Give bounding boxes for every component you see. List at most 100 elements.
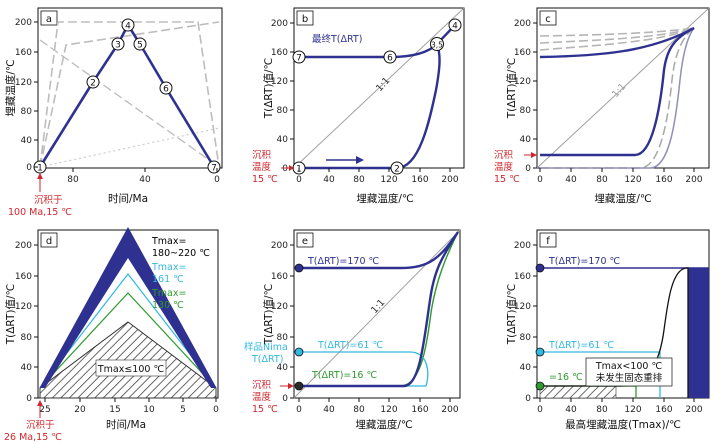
panel-c-xtick-40: 40 (565, 175, 577, 185)
panel-a-ytick-160: 160 (15, 48, 32, 58)
panel-f-ytick-200: 200 (514, 241, 531, 251)
panel-d-ytick-40: 40 (21, 363, 33, 373)
panel-f-xlabel: 最高埋藏温度(Tmax)/℃ (565, 418, 681, 431)
panel-f-xtick-200: 200 (685, 405, 702, 415)
panel-f-label-61: T(ΔRT)=61 ℃ (548, 340, 614, 351)
panel-e-xtick-0: 0 (296, 405, 302, 415)
panel-c-grey-line-1 (539, 27, 695, 51)
panel-b-cooling-line (299, 43, 438, 59)
panel-a-alt-line-1 (39, 21, 220, 168)
panel-c-main-line (540, 26, 695, 157)
panel-d-x-ticks: 25 20 15 10 5 0 (39, 398, 219, 415)
panel-f-x-ticks: 0 40 80 120 160 200 (537, 398, 703, 415)
panel-e-xlabel: 埋藏温度/℃ (355, 418, 412, 431)
panel-a-ylabel: 埋藏温度/℃ (4, 59, 17, 116)
panel-a-deposit-value: 100 Ma,15 ℃ (8, 207, 72, 218)
panel-c-xtick-80: 80 (596, 175, 608, 185)
panel-f-xtick-0: 0 (537, 405, 543, 415)
panel-b-ytick-0: 0 (282, 164, 288, 174)
panel-f-dot-170 (535, 263, 545, 273)
panel-c-y-ticks: 0 40 80 120 160 200 (514, 19, 537, 174)
panel-e-one-to-one-label: 1:1 (369, 297, 387, 316)
panel-d-xtick-0: 0 (213, 405, 219, 415)
panel-f-label-170: T(ΔRT)=170 ℃ (548, 256, 621, 267)
panel-e-xtick-40: 40 (323, 405, 335, 415)
panel-e-dot-16 (294, 381, 304, 391)
panel-f: f T(ΔRT)=170 ℃ T(ΔRT)=61 ℃ =16 ℃ Tmax<10… (505, 229, 710, 431)
panel-f-note-1: Tmax<100 ℃ (595, 361, 663, 372)
panel-a-ytick-120: 120 (15, 78, 32, 88)
panel-c-dep-2: 温度 (494, 161, 514, 173)
panel-a-alt-line-4 (39, 127, 220, 168)
panel-a-deposit-label: 沉积于 (34, 194, 63, 206)
panel-b-node-4: 4 (448, 18, 462, 32)
panel-b-dep-1: 沉积 (252, 149, 272, 161)
svg-text:4: 4 (125, 22, 131, 32)
panel-e-xtick-200: 200 (441, 405, 458, 415)
panel-b-ytick-40: 40 (277, 135, 289, 145)
panel-e-line-170 (299, 231, 460, 388)
panel-c-dep-3: 15 ℃ (494, 174, 520, 185)
panel-e-ylabel: T(ΔRT)值/℃ (262, 284, 275, 346)
panel-d-line-161 (39, 273, 217, 389)
panel-d-ytick-0: 0 (26, 394, 32, 404)
panel-b-xtick-160: 160 (411, 175, 428, 185)
panel-d-xtick-25: 25 (39, 405, 50, 415)
panel-b-dep-3: 15 ℃ (252, 174, 278, 185)
panel-c-ytick-160: 160 (514, 48, 531, 58)
panel-b-dep-2: 温度 (252, 161, 272, 173)
svg-text:5: 5 (137, 41, 143, 51)
svg-text:3: 3 (115, 41, 121, 51)
panel-e-dep-2: 温度 (252, 391, 272, 403)
panel-e-one-to-one-line (293, 229, 461, 399)
panel-c: c 1:1 0 40 80 120 160 200 0 40 80 12 (494, 7, 710, 205)
panel-d-tmax-130-a: Tmax= (151, 288, 186, 299)
panel-f-xtick-120: 120 (624, 405, 641, 415)
panel-d-ylabel: T(ΔRT)值/℃ (4, 284, 17, 346)
panel-c-x-ticks: 0 40 80 120 160 200 (537, 168, 703, 185)
panel-c-xtick-200: 200 (685, 175, 702, 185)
panel-e-xtick-160: 160 (411, 405, 428, 415)
panel-b-letter: b (302, 14, 308, 25)
panel-c-ylabel: T(ΔRT)值/℃ (505, 58, 518, 120)
panel-d-tmax-220-b: 180~220 ℃ (152, 248, 210, 259)
panel-a-xtick-80: 80 (67, 175, 79, 185)
panel-e-line-61 (299, 351, 429, 387)
panel-b-xtick-40: 40 (323, 175, 335, 185)
panel-f-xtick-80: 80 (596, 405, 608, 415)
panel-a: a 1 2 3 4 5 6 7 0 40 80 120 160 200 (4, 7, 223, 218)
svg-text:4: 4 (452, 22, 458, 32)
panel-c-dep-1: 沉积 (494, 149, 514, 161)
panel-e-x-ticks: 0 40 80 120 160 200 (296, 398, 459, 415)
panel-d-tmax-220-a: Tmax= (151, 236, 186, 247)
panel-b-x-ticks: 0 40 80 120 160 200 (296, 168, 459, 185)
panel-e-ytick-200: 200 (271, 241, 288, 251)
panel-f-ytick-120: 120 (514, 302, 531, 312)
panel-f-ylabel: T(ΔRT)值/℃ (505, 284, 518, 346)
svg-text:7: 7 (211, 164, 217, 174)
panel-a-ytick-40: 40 (21, 136, 33, 146)
panel-b-one-to-one-line (293, 7, 465, 169)
panel-b-node-7: 7 (292, 50, 306, 64)
panel-b-ylabel: T(ΔRT)值/℃ (262, 58, 275, 120)
panel-c-xtick-160: 160 (655, 175, 672, 185)
panel-d-xtick-5: 5 (180, 405, 186, 415)
svg-text:2: 2 (394, 165, 400, 175)
panel-e-xtick-120: 120 (380, 405, 397, 415)
panel-c-xlabel: 埋藏温度/℃ (594, 192, 651, 205)
panel-d-xlabel: 时间/Ma (106, 418, 146, 431)
panel-c-ytick-80: 80 (520, 106, 532, 116)
panel-b-path-line (299, 24, 456, 170)
panel-d-line-130 (39, 292, 217, 389)
panel-e-dep-1: 沉积 (252, 379, 272, 391)
panel-f-xtick-160: 160 (655, 405, 672, 415)
panel-d-ytick-200: 200 (15, 241, 32, 251)
panel-e-label-nima-b: T(ΔRT) (251, 354, 283, 365)
panel-c-grey-curve-2 (540, 27, 695, 169)
panel-f-ytick-160: 160 (514, 272, 531, 282)
panel-b-ytick-80: 80 (277, 106, 289, 116)
panel-b-ytick-120: 120 (271, 77, 288, 87)
panel-c-grey-line-2 (539, 27, 695, 44)
panel-c-upper-line (539, 26, 695, 59)
panel-e-y-ticks: 0 40 80 120 160 200 (271, 241, 294, 404)
